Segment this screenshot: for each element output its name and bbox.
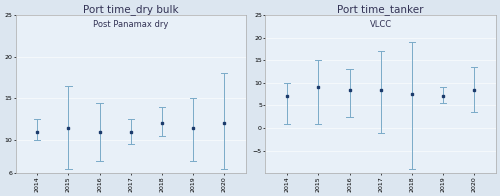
Title: Port time_dry bulk: Port time_dry bulk [83,4,178,15]
Title: Port time_tanker: Port time_tanker [338,4,424,15]
Text: VLCC: VLCC [370,20,392,29]
Text: Post Panamax dry: Post Panamax dry [93,20,168,29]
